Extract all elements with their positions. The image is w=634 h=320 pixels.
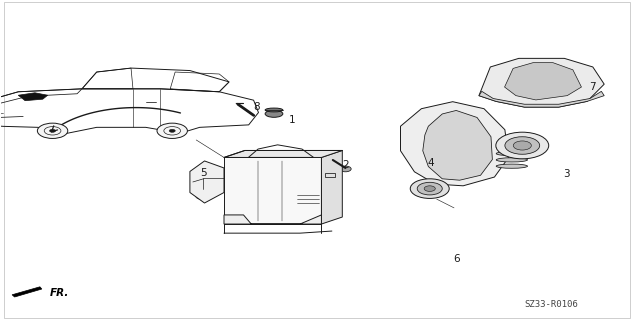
Polygon shape [479, 91, 604, 107]
Polygon shape [479, 58, 604, 107]
Ellipse shape [496, 158, 527, 162]
Polygon shape [18, 93, 48, 101]
Circle shape [37, 123, 68, 139]
Polygon shape [224, 150, 342, 157]
Text: FR.: FR. [50, 288, 69, 298]
Text: 8: 8 [254, 102, 260, 112]
Polygon shape [12, 287, 42, 297]
Polygon shape [224, 215, 321, 224]
Text: SZ33-R0106: SZ33-R0106 [524, 300, 578, 309]
Polygon shape [190, 161, 224, 203]
Circle shape [424, 186, 436, 191]
Text: 4: 4 [427, 158, 434, 168]
Ellipse shape [496, 151, 527, 156]
Circle shape [417, 182, 443, 195]
Text: 3: 3 [564, 169, 570, 179]
Polygon shape [401, 102, 508, 186]
Circle shape [157, 123, 188, 139]
Circle shape [169, 129, 175, 132]
Polygon shape [423, 110, 493, 180]
Polygon shape [325, 173, 335, 177]
Ellipse shape [265, 108, 283, 112]
Circle shape [496, 132, 548, 159]
Circle shape [410, 179, 450, 198]
Text: 6: 6 [453, 254, 460, 264]
Ellipse shape [496, 145, 527, 149]
Polygon shape [224, 157, 321, 224]
Polygon shape [321, 150, 342, 224]
Text: 7: 7 [589, 82, 595, 92]
Circle shape [514, 141, 531, 150]
Text: 2: 2 [342, 160, 349, 170]
Text: 1: 1 [288, 115, 295, 125]
Circle shape [505, 137, 540, 154]
Polygon shape [505, 63, 581, 100]
Ellipse shape [265, 110, 283, 117]
Text: 5: 5 [200, 168, 207, 178]
Circle shape [49, 129, 56, 132]
Circle shape [340, 166, 351, 172]
Ellipse shape [496, 164, 527, 168]
